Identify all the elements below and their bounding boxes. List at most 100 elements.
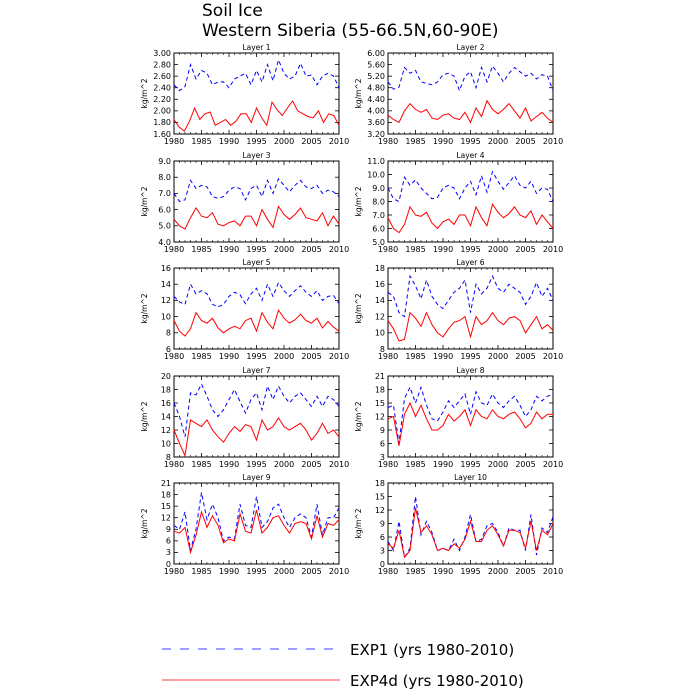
y-tick-label: 4.0 [158,238,171,247]
plot-frame [173,375,340,458]
x-tick-label: 1980 [164,245,184,254]
panel-title: Layer 10 [454,473,487,482]
panel-2: Layer 2 1980 1985 1990 1995 2000 2005 2010 3.20 3… [354,43,563,146]
y-tick-label: 4.40 [367,95,385,104]
x-tick-label: 2010 [543,137,563,146]
y-tick-label: 10 [375,329,385,338]
y-axis-label: kg/m^2 [354,186,363,216]
series-line-exp1 [387,64,554,93]
x-tick-label: 1980 [378,137,398,146]
y-tick-label: 16 [161,264,171,273]
y-tick-label: 5.60 [367,60,385,69]
x-tick-label: 1980 [378,245,398,254]
y-tick-label: 2.40 [153,84,171,93]
y-tick-label: 12 [161,514,171,523]
y-tick-label: 3.00 [153,49,171,58]
x-tick-label: 1985 [191,352,211,361]
x-tick-label: 1995 [246,352,266,361]
panel-title: Layer 1 [242,43,270,52]
x-tick-label: 2005 [515,352,535,361]
x-tick-label: 1995 [460,460,480,469]
x-tick-label: 2005 [515,137,535,146]
panel-6: Layer 6 1980 1985 1990 1995 2000 2005 2010 8 10 12… [354,258,563,361]
x-tick-label: 2010 [543,245,563,254]
series-line-exp1 [387,496,554,559]
x-tick-label: 1980 [164,567,184,576]
y-tick-label: 12 [375,506,385,515]
x-tick-label: 1995 [246,245,266,254]
panel-4: Layer 4 1980 1985 1990 1995 2000 2005 2010 5.0 6.… [354,151,563,254]
x-tick-label: 1990 [219,245,239,254]
x-tick-label: 1980 [378,567,398,576]
panel-title: Layer 7 [242,366,270,375]
x-tick-label: 1985 [191,460,211,469]
y-tick-label: 3 [166,548,171,557]
x-tick-label: 2010 [329,567,349,576]
y-tick-label: 3.60 [367,118,385,127]
x-tick-label: 2010 [329,352,349,361]
x-tick-label: 2000 [274,137,294,146]
x-tick-label: 1990 [219,460,239,469]
series-line-exp1 [173,281,340,308]
y-tick-label: 18 [375,479,385,488]
x-tick-label: 1990 [433,460,453,469]
panel-7: Layer 7 1980 1985 1990 1995 2000 2005 2010 8 10 12… [140,366,349,469]
x-tick-label: 1980 [378,352,398,361]
x-tick-label: 2005 [301,352,321,361]
y-tick-label: 6 [380,533,385,542]
y-tick-label: 6 [380,439,385,448]
y-tick-label: 15 [375,399,385,408]
series-line-exp1 [387,170,554,203]
y-axis-label: kg/m^2 [354,508,363,538]
x-tick-label: 2010 [329,460,349,469]
y-axis-label: kg/m^2 [140,508,149,538]
y-tick-label: 16 [161,399,171,408]
x-tick-label: 1985 [405,352,425,361]
x-tick-label: 1995 [460,245,480,254]
x-tick-label: 1985 [191,567,211,576]
x-tick-label: 1990 [433,137,453,146]
y-tick-label: 12 [161,296,171,305]
legend-label-exp4d: EXP4d (yrs 1980-2010) [350,672,524,690]
y-axis-label: kg/m^2 [354,401,363,431]
x-tick-label: 1990 [433,245,453,254]
y-tick-label: 6.0 [372,224,385,233]
plot-frame [173,160,340,243]
x-tick-label: 1980 [378,460,398,469]
y-tick-label: 11.0 [367,157,385,166]
panel-5: Layer 5 1980 1985 1990 1995 2000 2005 2010 6 8 10 1… [140,258,349,361]
legend-label-exp1: EXP1 (yrs 1980-2010) [350,641,514,659]
x-tick-label: 2005 [301,137,321,146]
y-tick-label: 8 [166,329,171,338]
y-tick-label: 18 [161,385,171,394]
series-line-exp4d [173,509,340,555]
y-tick-label: 12 [375,412,385,421]
panel-title: Layer 5 [242,258,270,267]
y-tick-label: 6 [166,345,171,354]
y-axis-label: kg/m^2 [354,78,363,108]
y-tick-label: 18 [161,490,171,499]
x-tick-label: 2000 [274,460,294,469]
series-line-exp1 [173,177,340,203]
y-axis-label: kg/m^2 [140,78,149,108]
y-tick-label: 1.80 [153,118,171,127]
series-line-exp4d [387,203,554,234]
y-tick-label: 14 [375,296,385,305]
x-tick-label: 1995 [460,137,480,146]
panel-title: Layer 8 [456,366,484,375]
y-tick-label: 3.20 [367,130,385,139]
y-tick-label: 1.60 [153,130,171,139]
y-axis-label: kg/m^2 [140,401,149,431]
y-tick-label: 12 [375,312,385,321]
x-tick-label: 1990 [433,567,453,576]
x-tick-label: 1990 [219,137,239,146]
x-tick-label: 1995 [460,567,480,576]
x-tick-label: 2005 [515,460,535,469]
y-tick-label: 4.00 [367,107,385,116]
y-tick-label: 2.80 [153,60,171,69]
x-tick-label: 1980 [164,352,184,361]
y-tick-label: 8 [166,453,171,462]
y-tick-label: 8 [380,345,385,354]
x-tick-label: 1980 [164,460,184,469]
